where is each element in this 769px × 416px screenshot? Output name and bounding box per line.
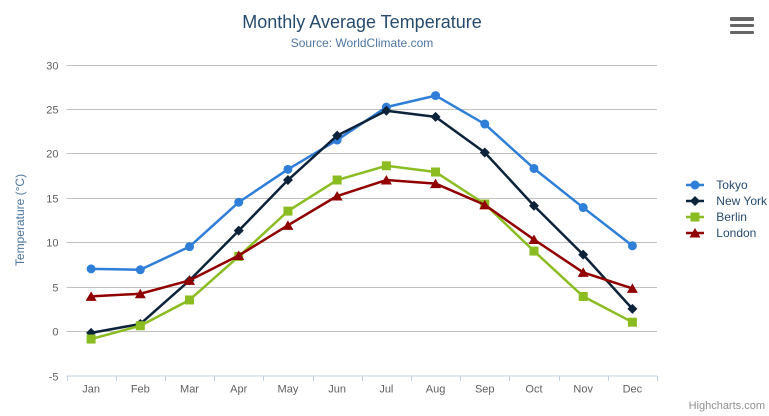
triangle-marker-icon xyxy=(686,228,705,238)
x-axis-tick-label: Apr xyxy=(230,384,247,396)
data-point-marker[interactable] xyxy=(86,264,96,274)
data-point-marker[interactable] xyxy=(431,167,441,177)
x-axis-tick-label: May xyxy=(278,384,299,396)
x-axis-tick-label: Dec xyxy=(623,384,643,396)
data-point-marker[interactable] xyxy=(282,175,293,186)
y-axis-tick-label: 20 xyxy=(46,149,58,161)
data-point-marker[interactable] xyxy=(528,234,540,245)
x-axis-tick-label: Jul xyxy=(379,384,393,396)
hamburger-icon xyxy=(730,30,754,34)
data-point-marker[interactable] xyxy=(332,130,343,141)
data-point-marker[interactable] xyxy=(480,119,490,129)
data-point-marker[interactable] xyxy=(627,303,638,314)
legend-item-tokyo[interactable]: Tokyo xyxy=(685,177,767,193)
series-line xyxy=(89,94,634,272)
y-axis-tick-label: 25 xyxy=(46,105,58,117)
y-axis-tick-label: 5 xyxy=(52,283,58,295)
data-point-marker[interactable] xyxy=(282,220,294,230)
legend-item-london[interactable]: London xyxy=(685,225,767,241)
data-point-marker[interactable] xyxy=(479,199,491,210)
legend-label: New York xyxy=(716,194,767,208)
x-axis-tick-label: Jan xyxy=(82,384,100,396)
data-point-marker[interactable] xyxy=(85,291,97,301)
data-point-marker[interactable] xyxy=(134,288,146,299)
data-point-marker[interactable] xyxy=(578,249,589,260)
data-point-marker[interactable] xyxy=(135,265,145,275)
data-point-marker[interactable] xyxy=(86,334,96,344)
y-axis-tick-label: 0 xyxy=(52,327,58,339)
data-point-marker[interactable] xyxy=(528,200,539,211)
data-point-marker[interactable] xyxy=(529,246,539,256)
data-point-marker[interactable] xyxy=(577,267,589,277)
x-axis-tick-label: Sep xyxy=(475,384,495,396)
data-point-marker[interactable] xyxy=(380,175,392,185)
data-point-marker[interactable] xyxy=(233,225,244,236)
data-point-marker[interactable] xyxy=(234,197,244,207)
highcharts-credits-link[interactable]: Highcharts.com xyxy=(688,400,765,412)
data-point-marker[interactable] xyxy=(332,175,342,185)
export-menu-button[interactable] xyxy=(730,17,754,34)
legend-label: London xyxy=(716,226,757,240)
chart-title: Monthly Average Temperature xyxy=(242,12,482,32)
series-line xyxy=(89,109,634,335)
x-axis-tick-label: Nov xyxy=(573,384,593,396)
legend-label: Berlin xyxy=(716,210,747,224)
data-point-marker[interactable] xyxy=(578,203,588,213)
legend-item-new-york[interactable]: New York xyxy=(685,193,767,209)
x-axis-tick-label: Jun xyxy=(328,384,346,396)
legend-item-berlin[interactable]: Berlin xyxy=(685,209,767,225)
x-axis-tick-label: Feb xyxy=(131,384,150,396)
data-point-marker[interactable] xyxy=(135,321,145,331)
data-point-marker[interactable] xyxy=(185,295,195,305)
data-point-marker[interactable] xyxy=(578,291,588,301)
series-line xyxy=(89,164,634,341)
y-axis-tick-label: 15 xyxy=(46,194,58,206)
y-axis-tick-label: 10 xyxy=(46,238,58,250)
data-point-marker[interactable] xyxy=(233,250,245,261)
y-axis-tick-label: -5 xyxy=(49,372,59,384)
data-point-marker[interactable] xyxy=(529,163,539,173)
data-point-marker[interactable] xyxy=(431,91,441,101)
data-point-marker[interactable] xyxy=(479,147,490,158)
legend-label: Tokyo xyxy=(716,178,748,192)
series-line xyxy=(89,178,634,298)
data-point-marker[interactable] xyxy=(430,111,441,122)
circle-marker-icon xyxy=(686,180,705,190)
data-point-marker[interactable] xyxy=(430,178,442,189)
data-point-marker[interactable] xyxy=(626,283,638,293)
data-point-marker[interactable] xyxy=(184,275,196,285)
x-axis-tick-label: Aug xyxy=(426,384,446,396)
x-axis-tick-label: Oct xyxy=(525,384,542,396)
data-point-marker[interactable] xyxy=(381,105,392,116)
legend: Tokyo New York Berlin London xyxy=(685,177,767,241)
hamburger-icon xyxy=(730,23,754,28)
data-point-marker[interactable] xyxy=(283,164,293,174)
diamond-marker-icon xyxy=(686,196,705,206)
x-axis-tick-label: Mar xyxy=(180,384,199,396)
data-point-marker[interactable] xyxy=(381,161,391,171)
y-axis-tick-label: 30 xyxy=(46,61,58,73)
y-axis-title: Temperature (°C) xyxy=(13,174,27,266)
data-point-marker[interactable] xyxy=(283,206,293,216)
data-point-marker[interactable] xyxy=(627,317,637,327)
data-point-marker[interactable] xyxy=(331,191,343,201)
hamburger-icon xyxy=(730,17,754,21)
square-marker-icon xyxy=(686,212,705,222)
chart-subtitle: Source: WorldClimate.com xyxy=(290,36,434,50)
data-point-marker[interactable] xyxy=(185,242,195,252)
data-point-marker[interactable] xyxy=(627,241,637,251)
